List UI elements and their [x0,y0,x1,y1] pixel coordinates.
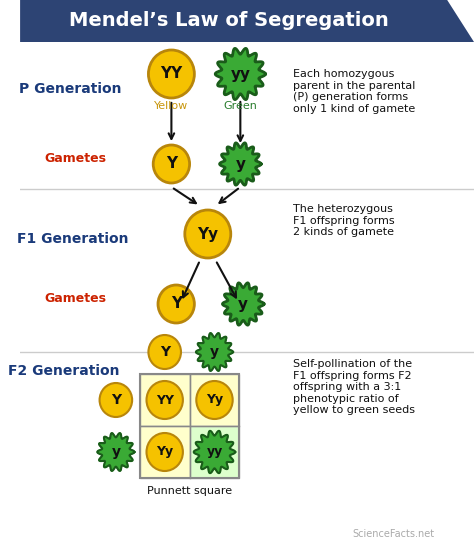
Polygon shape [196,333,233,371]
Circle shape [158,285,194,323]
Text: F2 Generation: F2 Generation [9,364,120,378]
Text: P Generation: P Generation [18,82,121,96]
Text: Gametes: Gametes [45,293,107,306]
Text: The heterozygous
F1 offspring forms
2 kinds of gamete: The heterozygous F1 offspring forms 2 ki… [293,204,395,237]
Text: y: y [111,445,120,459]
Text: Y: Y [111,393,121,407]
Circle shape [153,145,190,183]
Text: Y: Y [160,345,170,359]
Circle shape [148,50,194,98]
Text: yy: yy [206,446,223,459]
Text: YY: YY [160,66,182,82]
Text: y: y [236,157,246,171]
Polygon shape [219,143,261,185]
Text: y: y [238,296,248,312]
Text: Green: Green [223,101,257,111]
Circle shape [148,335,181,369]
Polygon shape [97,433,135,471]
Text: Y: Y [166,157,177,171]
Text: ScienceFacts.net: ScienceFacts.net [353,529,435,539]
Text: Yellow: Yellow [154,101,189,111]
Text: Each homozygous
parent in the parental
(P) generation forms
only 1 kind of gamet: Each homozygous parent in the parental (… [293,69,415,114]
Text: Yy: Yy [206,393,223,406]
Text: Gametes: Gametes [45,152,107,165]
Circle shape [146,433,183,471]
Polygon shape [194,431,235,473]
Circle shape [146,381,183,419]
Text: YY: YY [155,393,173,406]
Bar [190,374,239,426]
Text: Yy: Yy [156,446,173,459]
Polygon shape [222,283,264,325]
Bar [140,426,190,478]
Polygon shape [215,48,265,100]
Circle shape [185,210,231,258]
Text: Punnett square: Punnett square [147,486,232,496]
Bar [140,374,190,426]
Text: Yy: Yy [197,226,219,242]
Text: Mendel’s Law of Segregation: Mendel’s Law of Segregation [69,11,389,30]
Text: Y: Y [171,296,182,312]
Circle shape [196,381,233,419]
Text: Self-pollination of the
F1 offspring forms F2
offspring with a 3:1
phenotypic ra: Self-pollination of the F1 offspring for… [293,359,415,416]
Circle shape [100,383,132,417]
Text: yy: yy [230,66,250,82]
Text: y: y [210,345,219,359]
Polygon shape [20,0,474,42]
Bar [140,374,239,478]
Bar [190,426,239,478]
Text: F1 Generation: F1 Generation [17,232,128,246]
